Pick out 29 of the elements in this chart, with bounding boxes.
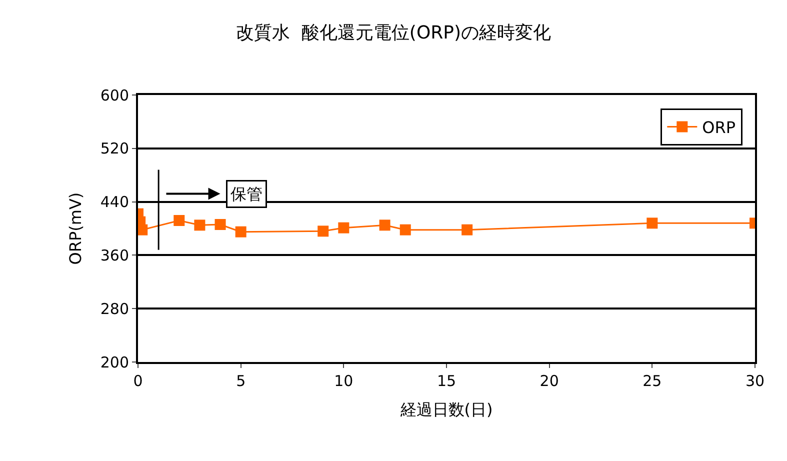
point <box>646 218 658 229</box>
point <box>400 224 411 236</box>
point <box>174 214 185 226</box>
point <box>462 224 473 236</box>
y-tick-label: 360 <box>100 246 129 264</box>
ref-line-label: 保管 <box>230 184 262 204</box>
y-tick-label: 280 <box>100 300 129 318</box>
y-tick-label: 440 <box>100 193 129 212</box>
x-tick-label: 30 <box>745 372 765 390</box>
point <box>214 219 226 230</box>
y-tick-label: 520 <box>100 140 129 158</box>
x-tick-label: 25 <box>642 372 662 390</box>
point <box>194 220 206 231</box>
point <box>235 226 246 238</box>
point <box>318 226 329 237</box>
point <box>138 224 148 236</box>
y-axis-title: ORP(mV) <box>66 192 85 265</box>
point <box>379 220 390 231</box>
x-tick-label: 0 <box>133 372 143 390</box>
x-tick-label: 10 <box>334 372 354 390</box>
y-tick-label: 600 <box>100 86 129 104</box>
point <box>338 222 350 234</box>
x-tick-label: 20 <box>540 372 559 390</box>
x-tick-label: 15 <box>436 372 456 390</box>
x-axis-title: 経過日数(日) <box>399 400 493 420</box>
x-tick-label: 5 <box>236 372 246 390</box>
chart-title: 改質水 酸化還元電位(ORP)の経時変化 <box>236 22 552 44</box>
y-tick-label: 200 <box>100 353 129 372</box>
legend-label: ORP <box>702 118 736 137</box>
